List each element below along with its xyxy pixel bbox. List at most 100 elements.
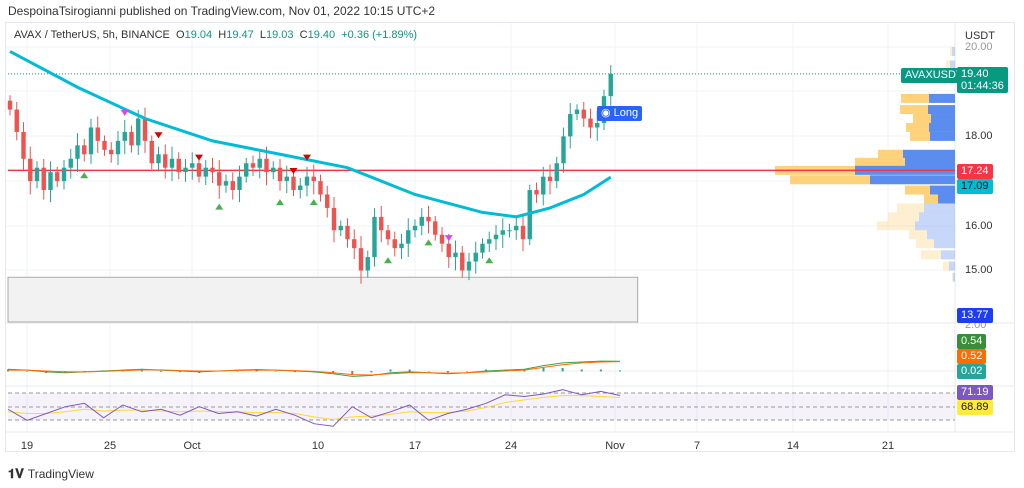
volume-profile-buy-bar [905, 157, 955, 167]
chart-frame [5, 22, 1015, 452]
x-tick: Oct [183, 440, 201, 452]
open-label: O [176, 29, 185, 41]
candle-body [466, 261, 472, 271]
buy-signal-icon [309, 199, 318, 206]
price-tick: 16.00 [965, 220, 993, 232]
macd-histogram-bar [561, 368, 564, 372]
candle-body [358, 248, 364, 271]
macd-histogram-bar [351, 371, 354, 375]
candle-body [210, 167, 215, 173]
macd-histogram-bar [160, 371, 162, 372]
candle-body [399, 243, 404, 249]
price-tick: 18.00 [965, 130, 993, 142]
candle-body [21, 131, 26, 159]
candle-body [392, 239, 397, 249]
volume-profile-sell-bar [878, 149, 903, 159]
volume-profile-sell-bar [909, 230, 927, 240]
macd-histogram-bar [408, 369, 411, 372]
box-low-tag: 13.77 [957, 308, 993, 323]
macd-histogram-bar [26, 371, 29, 372]
x-tick: 7 [693, 440, 701, 452]
high-value: 19.47 [226, 29, 254, 41]
candle-body [88, 127, 94, 155]
volume-profile-sell-bar [910, 131, 930, 141]
rsi-line [7, 389, 621, 427]
macd-histogram-bar [580, 369, 583, 372]
macd-tag: 0.54 [957, 334, 987, 349]
macd-line [7, 360, 621, 377]
candle-body [385, 230, 391, 240]
tradingview-logo[interactable]: 𝟏𝐕 TradingView [8, 466, 94, 482]
volume-profile-buy-bar [931, 114, 955, 124]
candle-body [412, 225, 418, 231]
symbol-name[interactable]: AVAX / TetherUS, 5h, BINANCE [14, 29, 170, 41]
volume-profile-sell-bar [921, 250, 941, 260]
macd-histogram-bar [140, 369, 143, 372]
candle-body [183, 167, 188, 173]
volume-profile-buy-bar [930, 131, 955, 141]
candle-body [68, 158, 73, 168]
x-tick: 14 [786, 440, 800, 452]
volume-profile-buy-bar [924, 203, 955, 213]
buy-signal-icon [80, 172, 89, 179]
macd-signal-line [8, 361, 621, 376]
low-value: 19.03 [265, 29, 294, 41]
candle-body [554, 163, 559, 182]
macd-histogram-bar [370, 371, 373, 373]
high-label: H [218, 29, 227, 41]
range-box [7, 276, 639, 323]
candle-body [190, 163, 195, 168]
x-tick: 21 [881, 440, 895, 452]
candle-body [541, 176, 546, 195]
candle-body [271, 167, 276, 173]
candle-body [55, 172, 60, 182]
macd-histogram-bar [83, 371, 86, 372]
x-tick: Nov [605, 440, 625, 452]
candle-body [257, 158, 262, 168]
red-line-tag: 17.24 [957, 164, 993, 179]
long-signal-label[interactable]: ◉ Long [597, 106, 643, 121]
volume-profile-sell-bar [906, 122, 929, 132]
buy-signal-icon [276, 199, 284, 206]
last-price-tag: 19.40 01:44:36 [957, 67, 1008, 93]
candle-body [406, 230, 411, 244]
candle-body [277, 167, 283, 182]
candle-body [156, 154, 161, 164]
volume-profile-sell-bar [946, 60, 950, 70]
candle-body [115, 140, 121, 155]
candle-body [28, 158, 33, 182]
candle-body [298, 185, 303, 191]
sell-signal-icon [303, 154, 311, 161]
volume-profile-sell-bar [950, 46, 952, 56]
candle-body [520, 225, 526, 240]
candle-body [291, 176, 296, 191]
candle-body [142, 118, 148, 141]
volume-profile-buy-bar [952, 46, 955, 56]
price-tick: 20.00 [965, 41, 993, 53]
tradingview-logo-icon: 𝟏𝐕 [8, 466, 24, 481]
candle-body [169, 158, 175, 168]
x-tick: 10 [311, 440, 325, 452]
macd-histogram-bar [427, 371, 430, 372]
candle-body [460, 252, 465, 271]
candle-body [34, 167, 40, 182]
brand-name: TradingView [27, 467, 94, 481]
volume-profile-sell-bar [888, 212, 919, 222]
volume-profile-buy-bar [927, 230, 955, 240]
candle-body [284, 176, 289, 182]
candle-body [608, 73, 613, 97]
candle-body [561, 136, 566, 164]
candle-body [426, 216, 431, 222]
sell-signal-icon [444, 235, 453, 242]
rsi-ma-tag: 68.89 [957, 400, 993, 415]
candle-body [41, 167, 46, 191]
sell-signal-icon [195, 154, 203, 161]
last-price: 19.40 [961, 68, 989, 80]
candle-body [446, 243, 451, 258]
macd-histogram-bar [446, 371, 449, 373]
volume-profile-buy-bar [930, 185, 955, 195]
volume-profile-buy-bar [929, 122, 955, 132]
symbol-legend: AVAX / TetherUS, 5h, BINANCE O19.04 H19.… [14, 29, 417, 41]
ema-tag: 17.09 [957, 179, 993, 194]
